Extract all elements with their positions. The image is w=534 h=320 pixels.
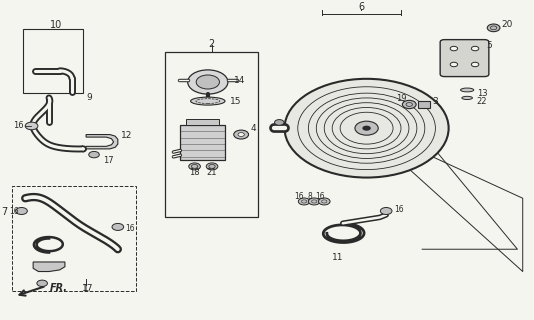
Text: 4: 4 (250, 124, 256, 133)
Circle shape (238, 133, 245, 136)
Text: 17: 17 (82, 284, 94, 293)
FancyBboxPatch shape (440, 40, 489, 76)
Bar (418, 101, 430, 108)
Text: 16: 16 (295, 192, 304, 201)
Circle shape (487, 24, 500, 32)
Circle shape (274, 120, 284, 125)
Circle shape (472, 46, 479, 51)
Polygon shape (33, 262, 65, 272)
Text: 14: 14 (234, 76, 246, 85)
Text: FR.: FR. (50, 284, 68, 293)
Text: 21: 21 (207, 168, 217, 177)
Text: 13: 13 (477, 89, 488, 98)
Circle shape (25, 122, 38, 130)
Bar (166, 52, 258, 217)
Text: 1: 1 (83, 284, 89, 292)
Text: 8: 8 (308, 192, 312, 201)
Text: 20: 20 (501, 20, 513, 29)
Text: 17: 17 (103, 156, 114, 165)
Ellipse shape (460, 88, 474, 92)
Circle shape (187, 70, 228, 94)
Text: 16: 16 (315, 192, 325, 201)
Bar (186, 119, 219, 125)
Text: 11: 11 (332, 253, 343, 262)
Circle shape (196, 75, 219, 89)
Circle shape (472, 62, 479, 67)
Circle shape (299, 198, 310, 205)
Circle shape (363, 126, 371, 131)
Text: 16: 16 (13, 121, 24, 130)
Text: 16: 16 (394, 204, 404, 213)
Text: 15: 15 (230, 97, 241, 106)
Text: 16: 16 (9, 206, 19, 215)
Circle shape (380, 207, 392, 214)
Polygon shape (86, 134, 118, 149)
Circle shape (15, 207, 27, 214)
Text: 6: 6 (358, 2, 364, 12)
Circle shape (450, 62, 458, 67)
Text: 12: 12 (121, 131, 132, 140)
Circle shape (189, 163, 200, 170)
Circle shape (112, 223, 124, 230)
Text: 2: 2 (209, 39, 215, 49)
Circle shape (89, 151, 99, 158)
Text: 7: 7 (2, 207, 8, 217)
Text: 22: 22 (477, 97, 487, 106)
Circle shape (318, 198, 330, 205)
Bar (180, 125, 225, 160)
Circle shape (355, 121, 378, 135)
Circle shape (402, 100, 416, 108)
Circle shape (450, 46, 458, 51)
Text: 5: 5 (486, 41, 492, 50)
Text: 3: 3 (433, 97, 438, 106)
Circle shape (206, 163, 218, 170)
Circle shape (308, 198, 320, 205)
Text: 19: 19 (396, 94, 406, 103)
Circle shape (37, 280, 48, 286)
Text: 9: 9 (86, 93, 92, 102)
Bar (12, 186, 136, 291)
Text: 16: 16 (125, 224, 135, 233)
Text: 10: 10 (50, 20, 62, 30)
Circle shape (234, 130, 248, 139)
Bar (22, 29, 83, 93)
Circle shape (285, 79, 449, 178)
Text: 18: 18 (189, 168, 200, 177)
Ellipse shape (462, 96, 473, 100)
Ellipse shape (191, 97, 225, 105)
